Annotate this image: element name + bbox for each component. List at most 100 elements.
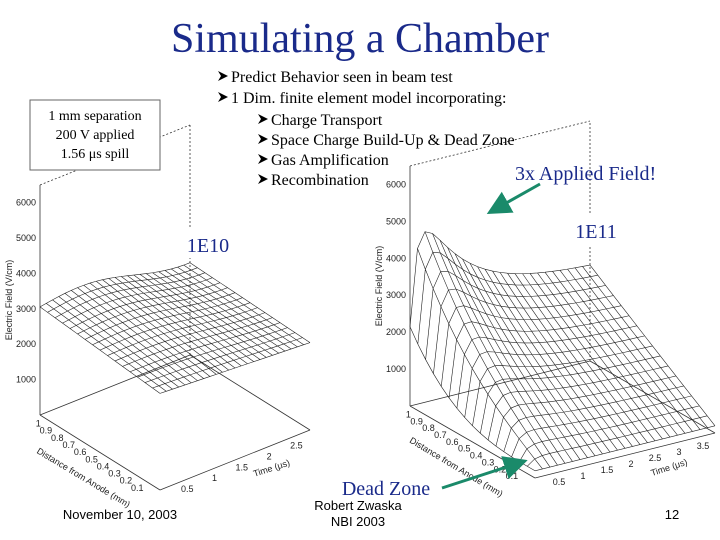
label-bg bbox=[330, 475, 440, 501]
y-tick-label: 1 bbox=[36, 419, 41, 429]
surface-line bbox=[39, 306, 161, 394]
z-tick-label: 2000 bbox=[386, 327, 406, 337]
label-bg bbox=[172, 228, 244, 258]
surface-line bbox=[77, 287, 228, 335]
z-tick-label: 1000 bbox=[16, 375, 36, 385]
surface-line bbox=[108, 278, 229, 371]
surface-line bbox=[46, 303, 167, 392]
surface-line bbox=[514, 273, 641, 445]
surface-line bbox=[114, 277, 236, 369]
z-tick-label: 6000 bbox=[386, 179, 406, 189]
x-tick-label: 1.5 bbox=[236, 462, 249, 472]
surface-line bbox=[477, 266, 603, 455]
z-tick-label: 5000 bbox=[386, 216, 406, 226]
surface-line bbox=[522, 273, 648, 443]
x-tick-label: 3.5 bbox=[697, 441, 710, 451]
annotation: 3x Applied Field! bbox=[515, 163, 656, 185]
y-tick-label: 0.1 bbox=[131, 483, 144, 493]
page-number: 12 bbox=[665, 507, 679, 522]
label-bg bbox=[560, 215, 632, 245]
surface-line bbox=[177, 266, 298, 348]
surface-line bbox=[39, 262, 191, 308]
x-tick-label: 2.5 bbox=[290, 440, 303, 450]
z-tick-label: 3000 bbox=[386, 290, 406, 300]
surface-line bbox=[499, 272, 626, 449]
surface-line bbox=[102, 279, 223, 373]
surface-line bbox=[127, 275, 248, 365]
surface-line bbox=[171, 268, 292, 350]
axis-line bbox=[589, 360, 716, 434]
axis-line bbox=[534, 432, 716, 479]
surface-line bbox=[529, 273, 656, 441]
info-line: 200 V applied bbox=[56, 128, 135, 143]
axis-line bbox=[159, 429, 311, 491]
z-tick-label: 6000 bbox=[16, 198, 36, 208]
surface-line bbox=[447, 247, 573, 462]
y-tick-label: 0.5 bbox=[85, 454, 98, 464]
y-tick-label: 0.7 bbox=[434, 430, 447, 440]
info-line: 1.56 μs spill bbox=[61, 147, 130, 162]
surface-line bbox=[424, 231, 551, 468]
y-tick-label: 0.9 bbox=[410, 416, 423, 426]
z-axis-label: Electric Field (V/cm) bbox=[374, 246, 384, 327]
info-box bbox=[29, 99, 161, 171]
surface-line bbox=[492, 270, 618, 451]
surface-line bbox=[152, 337, 303, 389]
y-tick-label: 0.1 bbox=[506, 471, 519, 481]
surface-line bbox=[417, 248, 543, 470]
surface-line bbox=[52, 299, 173, 390]
footer-author: NBI 2003 bbox=[331, 514, 385, 529]
arrow bbox=[441, 456, 528, 490]
sub-bullet: Space Charge Build-Up & Dead Zone bbox=[271, 132, 515, 149]
y-tick-label: 0.6 bbox=[74, 447, 87, 457]
surface-line bbox=[71, 290, 192, 384]
axis-line bbox=[409, 120, 591, 167]
axis-line bbox=[39, 414, 161, 491]
x-tick-label: 1 bbox=[580, 471, 585, 481]
y-tick-label: 0.6 bbox=[446, 437, 459, 447]
surface-line bbox=[440, 305, 622, 387]
slide-title: Simulating a Chamber bbox=[171, 16, 549, 62]
z-axis-label: Electric Field (V/cm) bbox=[4, 260, 14, 341]
x-tick-label: 1.5 bbox=[601, 465, 614, 475]
surface-line bbox=[507, 273, 633, 447]
surface-line bbox=[582, 266, 708, 428]
sub-bullet: Charge Transport bbox=[271, 112, 383, 129]
y-tick-label: 0.4 bbox=[470, 451, 483, 461]
y-tick-label: 1 bbox=[406, 409, 411, 419]
x-tick-label: 1 bbox=[212, 473, 217, 483]
bullet-list: Predict Behavior seen in beam test 1 Dim.… bbox=[218, 69, 515, 189]
surface-line bbox=[158, 271, 279, 354]
surface-line bbox=[96, 281, 217, 375]
surface-line bbox=[183, 264, 304, 345]
footer-date: November 10, 2003 bbox=[63, 507, 177, 522]
surface-line bbox=[589, 264, 716, 426]
info-line: 1 mm separation bbox=[48, 109, 141, 124]
x-tick-label: 0.5 bbox=[181, 484, 194, 494]
bullet-arrow bbox=[258, 134, 268, 144]
y-tick-label: 0.2 bbox=[120, 476, 133, 486]
x-tick-label: 3 bbox=[676, 447, 681, 457]
surface-line bbox=[189, 262, 311, 343]
y-tick-label: 0.4 bbox=[97, 461, 110, 471]
y-tick-label: 0.9 bbox=[40, 426, 53, 436]
bullet-arrow bbox=[218, 71, 228, 81]
x-tick-label: 2 bbox=[628, 459, 633, 469]
surface-line bbox=[58, 296, 179, 388]
x-tick-label: 2 bbox=[267, 451, 272, 461]
surface-line bbox=[439, 240, 566, 464]
y-tick-label: 0.7 bbox=[62, 440, 75, 450]
axis-line bbox=[39, 354, 191, 416]
bullet: Predict Behavior seen in beam test bbox=[231, 69, 453, 86]
surface-line bbox=[133, 274, 254, 362]
bullet-arrow bbox=[258, 154, 268, 164]
surface-line bbox=[121, 276, 242, 367]
surface-line bbox=[552, 271, 678, 436]
x-tick-label: 0.5 bbox=[553, 477, 566, 487]
surface-line bbox=[567, 268, 693, 432]
x-tick-label: 2.5 bbox=[649, 453, 662, 463]
surface-line bbox=[89, 282, 211, 377]
y-tick-label: 0.5 bbox=[458, 444, 471, 454]
y-tick-label: 0.8 bbox=[51, 433, 64, 443]
y-tick-label: 0.8 bbox=[422, 423, 435, 433]
